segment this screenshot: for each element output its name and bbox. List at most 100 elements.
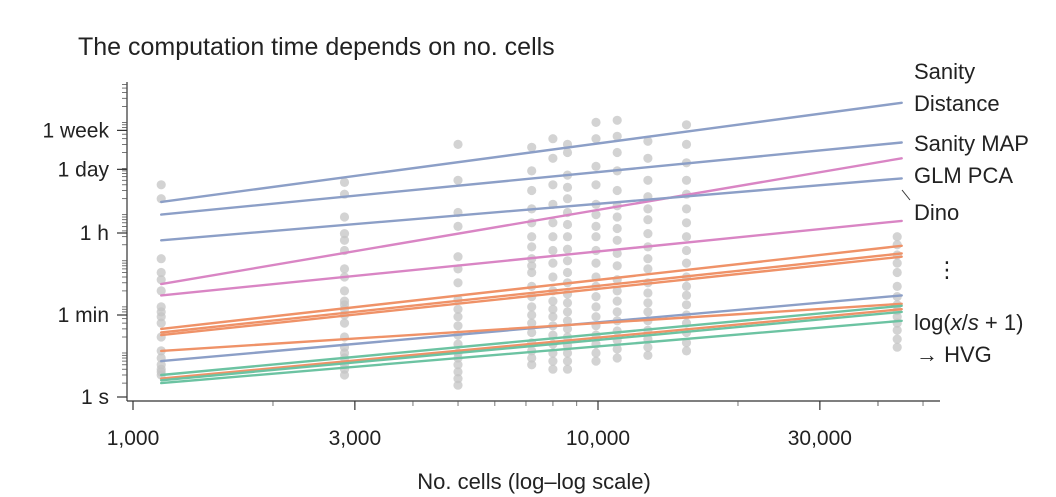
data-point bbox=[681, 204, 692, 214]
data-point bbox=[892, 325, 902, 335]
data-point bbox=[643, 153, 653, 163]
method-label-log-hvg: log(x/s + 1) → HVG bbox=[914, 310, 1023, 367]
data-point bbox=[591, 302, 601, 312]
data-point bbox=[643, 288, 653, 298]
data-point bbox=[548, 364, 558, 374]
fit-line-dino bbox=[159, 177, 903, 242]
data-point bbox=[156, 286, 166, 296]
data-point bbox=[339, 296, 350, 306]
data-point bbox=[612, 344, 622, 354]
method-label-sanity-distance: Sanity Distance bbox=[914, 59, 1000, 116]
fit-line-method-13 bbox=[159, 310, 903, 382]
data-point bbox=[548, 304, 558, 314]
data-point bbox=[643, 229, 653, 239]
fit-line-sanity-map bbox=[159, 141, 903, 216]
data-point bbox=[156, 302, 166, 312]
label-line: log(x/s + 1) bbox=[914, 310, 1023, 335]
data-point bbox=[612, 131, 622, 141]
points-layer bbox=[156, 115, 902, 390]
data-point bbox=[339, 177, 350, 187]
data-point bbox=[527, 267, 537, 278]
data-point bbox=[156, 318, 166, 328]
data-point bbox=[681, 245, 692, 256]
data-point bbox=[591, 180, 601, 190]
data-point bbox=[453, 312, 463, 322]
data-point bbox=[892, 342, 902, 352]
data-point bbox=[591, 292, 601, 302]
data-point bbox=[892, 258, 902, 268]
fit-line-method-10 bbox=[159, 302, 903, 353]
data-point bbox=[562, 182, 573, 192]
data-point bbox=[562, 147, 573, 158]
data-point bbox=[591, 356, 601, 366]
data-point bbox=[643, 215, 653, 225]
data-point bbox=[612, 223, 622, 234]
data-point bbox=[339, 229, 350, 239]
data-point bbox=[527, 232, 537, 242]
data-point bbox=[892, 334, 902, 344]
data-point bbox=[562, 194, 573, 204]
data-point bbox=[591, 232, 601, 242]
data-point bbox=[548, 312, 558, 322]
data-point bbox=[643, 136, 653, 146]
x-tick-label: 1,000 bbox=[107, 427, 160, 450]
data-point bbox=[892, 281, 902, 291]
data-point bbox=[643, 175, 653, 185]
data-point bbox=[527, 242, 537, 252]
data-point bbox=[612, 286, 622, 296]
data-point bbox=[562, 244, 573, 254]
fit-line-method-8 bbox=[159, 255, 903, 337]
data-point bbox=[562, 316, 573, 326]
data-point bbox=[527, 166, 537, 176]
data-point bbox=[548, 218, 558, 228]
data-point bbox=[591, 312, 601, 322]
data-point bbox=[453, 139, 463, 149]
x-tick-label: 10,000 bbox=[566, 427, 630, 450]
data-point bbox=[339, 264, 350, 274]
data-point bbox=[562, 324, 573, 334]
data-point bbox=[562, 298, 573, 308]
data-point bbox=[591, 221, 601, 231]
method-label-ellipsis: ⋮ bbox=[936, 257, 958, 282]
data-point bbox=[527, 302, 537, 312]
dino-connector bbox=[901, 189, 911, 201]
fit-line-method-14 bbox=[159, 319, 903, 385]
data-point bbox=[453, 367, 463, 377]
y-tick-label: 1 h bbox=[80, 222, 109, 245]
data-point bbox=[548, 296, 558, 306]
data-point bbox=[643, 307, 653, 317]
data-point bbox=[562, 267, 573, 278]
data-point bbox=[562, 348, 573, 358]
data-point bbox=[562, 219, 573, 230]
label-fragment: s bbox=[968, 310, 979, 335]
data-point bbox=[453, 380, 463, 390]
data-point bbox=[681, 281, 692, 291]
data-point bbox=[643, 264, 653, 274]
data-point bbox=[681, 338, 692, 348]
data-point bbox=[562, 307, 573, 317]
data-point bbox=[453, 374, 463, 384]
data-point bbox=[548, 258, 558, 268]
data-point bbox=[612, 147, 622, 158]
data-point bbox=[643, 254, 653, 264]
data-point bbox=[453, 175, 463, 185]
data-point bbox=[527, 327, 537, 338]
data-point bbox=[453, 304, 463, 314]
data-point bbox=[681, 232, 692, 242]
data-point bbox=[681, 346, 692, 356]
data-point bbox=[527, 360, 537, 370]
data-point bbox=[681, 300, 692, 310]
label-line: → HVG bbox=[916, 342, 992, 367]
data-point bbox=[548, 180, 558, 190]
data-point bbox=[681, 120, 692, 130]
data-point bbox=[591, 210, 601, 220]
data-point bbox=[453, 252, 463, 262]
data-point bbox=[643, 350, 653, 360]
method-label-sanity-map: Sanity MAP bbox=[914, 131, 1029, 156]
data-point bbox=[156, 267, 166, 278]
data-point bbox=[643, 204, 653, 214]
data-point bbox=[612, 296, 622, 306]
data-point bbox=[612, 261, 622, 271]
data-point bbox=[612, 185, 622, 196]
